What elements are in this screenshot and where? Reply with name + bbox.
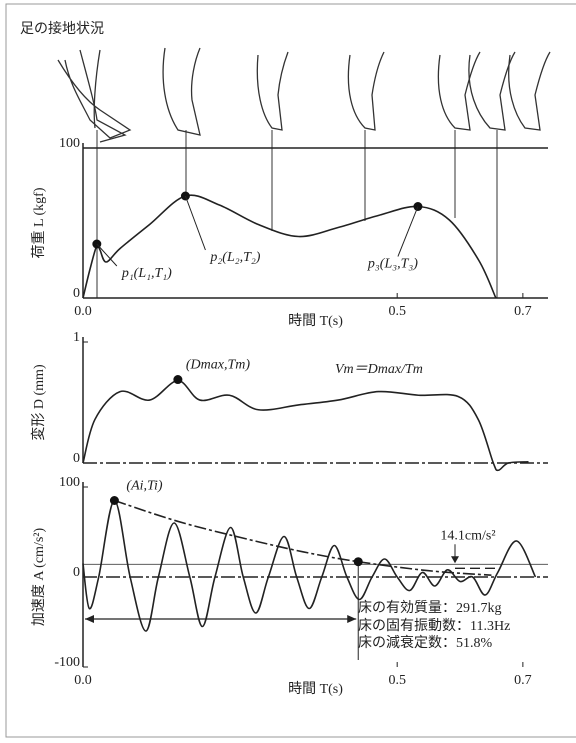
annotation: 床の有効質量：291.7kg xyxy=(358,600,502,616)
x-tick-label: 0.0 xyxy=(74,673,92,688)
leader xyxy=(185,196,205,250)
y-axis-label: 荷重 L (kgf) xyxy=(31,187,47,258)
figure: 足の接地状況荷重 L (kgf)01000.00.50.7時間 T(s)p₁(L… xyxy=(0,0,576,743)
x-tick-label: 0.7 xyxy=(514,304,532,319)
point-marker xyxy=(110,496,119,505)
y-tick-label: 1 xyxy=(73,330,80,345)
point-label: p₂(L₂,T₂) xyxy=(209,250,260,265)
foot xyxy=(348,52,384,130)
x-axis-label: 時間 T(s) xyxy=(288,681,343,697)
foot xyxy=(163,48,200,135)
foot xyxy=(257,52,288,130)
data-line xyxy=(83,195,496,298)
y-axis-label: 加速度 A (cm/s²) xyxy=(31,528,47,627)
annotation: Vm＝Dmax/Tm xyxy=(335,362,423,377)
leader xyxy=(398,207,418,257)
point-marker xyxy=(173,375,182,384)
annotation: 床の固有振動数：11.3Hz xyxy=(358,618,510,634)
y-axis-label: 変形 D (mm) xyxy=(30,364,47,441)
ref-arrowhead xyxy=(451,556,459,563)
point-label: (Ai,Ti) xyxy=(126,479,163,494)
point-label: p₁(L₁,T₁) xyxy=(121,266,172,281)
foot xyxy=(94,50,100,128)
point-marker xyxy=(354,557,363,566)
ref-label: 14.1cm/s² xyxy=(440,529,495,544)
foot xyxy=(469,52,515,130)
point-label: (Dmax,Tm) xyxy=(186,358,250,373)
x-tick-label: 0.5 xyxy=(388,673,406,688)
x-tick-label: 0.5 xyxy=(388,304,406,319)
x-axis-label: 時間 T(s) xyxy=(288,313,343,329)
point-label: p₃(L₃,T₃) xyxy=(367,257,418,272)
y-tick-label: 0 xyxy=(73,286,80,301)
foot xyxy=(80,50,125,142)
x-tick-label: 0.0 xyxy=(74,304,92,319)
y-tick-label: 100 xyxy=(59,475,80,490)
foot xyxy=(438,52,480,130)
y-tick-label: -100 xyxy=(54,655,80,670)
y-tick-label: 0 xyxy=(73,451,80,466)
header: 足の接地状況 xyxy=(20,20,104,37)
y-tick-label: 100 xyxy=(59,136,80,151)
x-tick-label: 0.7 xyxy=(514,673,532,688)
foot xyxy=(509,52,550,130)
foot-silhouettes xyxy=(58,48,550,142)
annotation: 床の減衰定数：51.8% xyxy=(358,634,492,651)
y-tick-label: 0 xyxy=(73,565,80,580)
data-line xyxy=(83,381,529,471)
